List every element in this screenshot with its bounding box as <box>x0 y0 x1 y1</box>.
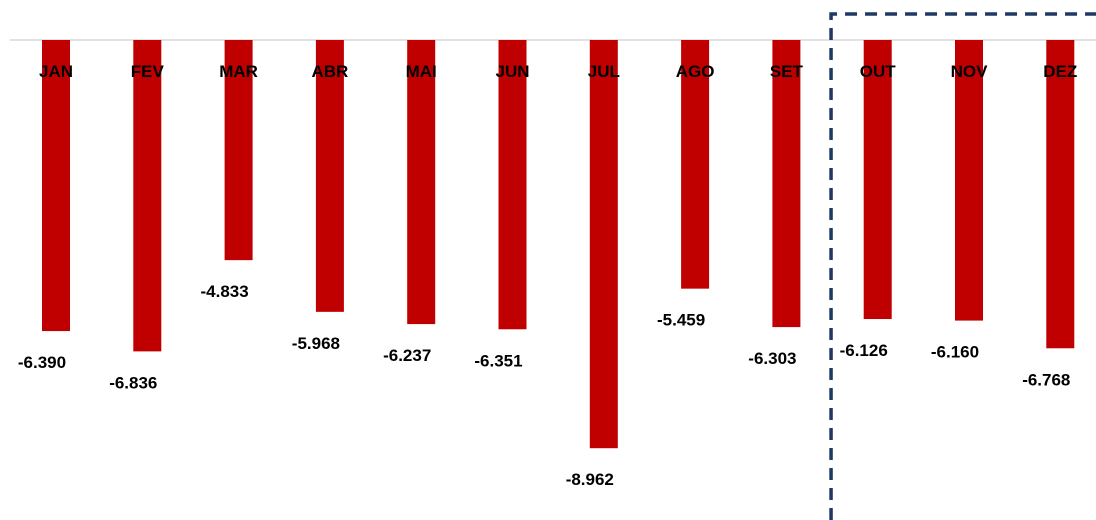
bar-jul <box>589 40 618 449</box>
value-label-out: -6.126 <box>840 341 888 360</box>
bar-dez <box>1046 40 1075 349</box>
category-label-fev: FEV <box>131 62 165 81</box>
category-label-jun: JUN <box>495 62 529 81</box>
bar-fev <box>133 40 162 352</box>
value-label-set: -6.303 <box>748 349 796 368</box>
category-label-ago: AGO <box>676 62 715 81</box>
category-label-dez: DEZ <box>1043 62 1077 81</box>
bar-abr <box>315 40 344 312</box>
bar-out <box>863 40 892 320</box>
category-label-jan: JAN <box>39 62 73 81</box>
category-label-jul: JUL <box>588 62 620 81</box>
dashed-annotation-box <box>829 12 1096 520</box>
category-label-nov: NOV <box>951 62 989 81</box>
bars-group <box>42 40 1075 449</box>
value-label-abr: -5.968 <box>292 334 340 353</box>
category-label-abr: ABR <box>311 62 348 81</box>
category-label-mar: MAR <box>219 62 258 81</box>
value-label-fev: -6.836 <box>109 373 157 392</box>
category-label-out: OUT <box>860 62 897 81</box>
value-label-mai: -6.237 <box>383 346 431 365</box>
value-label-jun: -6.351 <box>474 351 522 370</box>
bar-mai <box>407 40 436 325</box>
value-label-nov: -6.160 <box>931 343 979 362</box>
bar-set <box>772 40 801 328</box>
bar-mar <box>224 40 253 261</box>
value-label-mar: -4.833 <box>200 282 248 301</box>
value-label-jul: -8.962 <box>566 470 614 489</box>
category-labels-group: JAN FEV MAR ABR MAI JUN JUL AGO SET OUT NOV DEZ <box>39 62 1077 81</box>
value-label-dez: -6.768 <box>1022 370 1070 389</box>
bar-jun <box>498 40 527 330</box>
bar-ago <box>681 40 710 289</box>
bar-nov <box>955 40 983 321</box>
category-label-mai: MAI <box>406 62 437 81</box>
value-label-ago: -5.459 <box>657 311 705 330</box>
annotations-group <box>829 12 1096 520</box>
value-label-jan: -6.390 <box>18 353 66 372</box>
bar-jan <box>42 40 70 332</box>
category-label-set: SET <box>770 62 804 81</box>
value-labels-group: -6.390 -6.836 -4.833 -5.968 -6.237 -6.351 -8.9… <box>18 282 1071 489</box>
